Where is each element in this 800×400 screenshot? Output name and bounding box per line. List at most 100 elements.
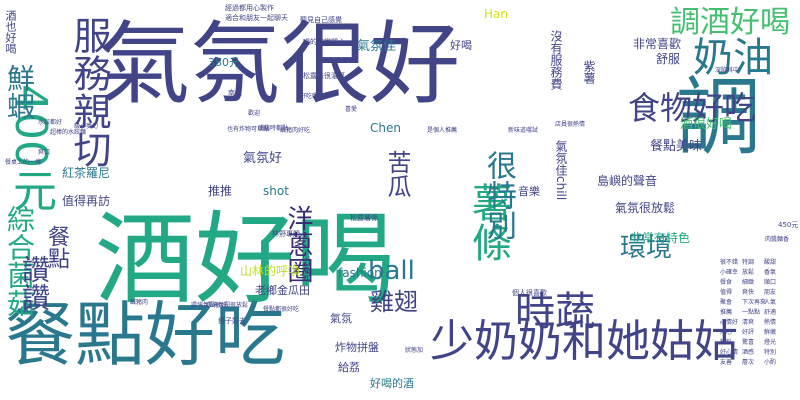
word-106: 人氣 <box>764 299 777 306</box>
word-49: 炸物拼盤 <box>335 341 379 354</box>
word-17: 環境 <box>620 233 673 263</box>
word-64: 新味道嚐試 <box>508 127 539 134</box>
word-42: 380元 <box>208 56 240 69</box>
word-74: 環境氛圍很好 <box>191 302 228 309</box>
word-76: 嘴饞時都點 <box>258 125 289 132</box>
word-72: 環境氛圍很放鬆 <box>206 302 249 309</box>
word-59: 南瓜 <box>228 89 242 97</box>
word-70: 狀態加 <box>405 347 424 354</box>
word-11: 調酒好喝 <box>670 5 790 40</box>
word-107: 舒適 <box>764 309 777 316</box>
word-4: 少奶奶和她姑姑 <box>430 316 738 367</box>
word-22: 酒很好喝 <box>680 117 733 132</box>
word-54: 經過都用心製作 <box>225 4 274 12</box>
word-40: Chen <box>370 121 401 135</box>
word-100: 好評 <box>742 329 755 336</box>
word-115: 好心情 <box>720 349 739 356</box>
word-13: 鮮蝦 <box>3 64 36 120</box>
word-44: 好喝 <box>450 39 472 52</box>
word-102: 酸甜 <box>764 259 777 266</box>
word-63: 店員很熱情 <box>555 121 586 128</box>
word-91: 用心 <box>720 329 733 336</box>
word-96: 爽快 <box>742 289 755 296</box>
word-68: 個人很喜歡 <box>512 289 547 297</box>
word-27: 氣氛佳chill <box>554 140 568 201</box>
word-26: 氣氛很放鬆 <box>615 201 676 215</box>
word-32: 非常喜歡 <box>633 37 682 51</box>
word-67: 松露薯條 <box>350 214 378 222</box>
word-103: 香氣 <box>764 269 777 276</box>
word-66: 林野專題人 <box>272 230 307 238</box>
word-31: 非常有特色 <box>630 231 691 245</box>
word-69: 搭子好去 <box>218 317 246 325</box>
word-51: 酒也好喝 <box>4 10 17 54</box>
word-56: 喝的非常開心 <box>303 38 345 46</box>
word-110: 燈光 <box>764 339 777 346</box>
word-48: 氣氛 <box>330 312 352 325</box>
word-7: 時蔬 <box>515 289 595 335</box>
word-0: 酒好喝 <box>95 201 395 318</box>
word-16: ball <box>368 256 415 286</box>
word-8: 奶油 <box>693 35 773 81</box>
word-97: 下次再來 <box>742 299 767 306</box>
word-23: 餐點美味 <box>650 139 703 154</box>
word-62: 是個人推薦 <box>427 127 458 134</box>
word-15: 讚讚 <box>18 255 51 311</box>
word-1: 氣氛很好 <box>100 12 460 117</box>
word-18: 洋蔥圈 <box>283 205 313 283</box>
word-82: 喜愛 <box>345 106 358 113</box>
word-12: 很特別 <box>481 150 516 240</box>
word-101: 驚喜 <box>742 339 755 346</box>
word-20: 苦瓜 <box>383 150 411 198</box>
word-38: shot <box>263 184 289 198</box>
word-5: 400元 <box>5 84 56 212</box>
word-73: 餐點都很好吃 <box>263 306 300 313</box>
word-14: 綜合菌菇 <box>3 205 36 317</box>
word-81: 好吃喔 <box>300 93 319 100</box>
word-105: 朋友 <box>764 289 777 296</box>
word-39: fashion <box>338 266 382 280</box>
word-29: 山林的呼喚 <box>240 264 301 278</box>
word-111: 特別 <box>764 349 777 356</box>
word-10: 食物好吃 <box>628 89 757 127</box>
word-89: 推薦 <box>720 309 733 316</box>
word-116: 友善 <box>720 359 733 366</box>
word-9: 薯條 <box>465 182 511 262</box>
word-19: 雞翅 <box>370 288 418 316</box>
word-55: 聽見自己感覺 <box>300 16 342 24</box>
word-84: 很不錯 <box>720 259 739 266</box>
word-112: 小酌 <box>764 359 777 366</box>
word-92: 飲料 <box>720 339 733 346</box>
word-78: 超棒的水餃麵 <box>50 129 87 136</box>
word-24: 氣氛佳 <box>357 39 397 54</box>
word-36: 推推 <box>208 184 233 198</box>
word-85: 小確幸 <box>720 269 739 276</box>
word-58: 深陷其中 <box>715 67 740 74</box>
word-35: 值得再訪 <box>62 194 111 208</box>
word-90: 心情好 <box>720 319 739 326</box>
word-114: 層次 <box>742 359 755 366</box>
word-45: 紫薯 <box>582 60 596 84</box>
word-87: 值得 <box>720 289 733 296</box>
word-80: 級小夢幻 <box>74 123 99 130</box>
word-86: 餐食 <box>720 279 733 286</box>
word-2: 調 <box>661 72 760 157</box>
word-75: 水餃都好 <box>38 119 63 126</box>
word-3: 餐點好吃 <box>5 294 285 376</box>
word-57: 松露味很濃厚 <box>303 72 345 80</box>
word-21: 餐點 <box>44 225 69 269</box>
word-28: 島嶼的聲音 <box>597 174 658 188</box>
word-30: 老鄉金瓜田 <box>255 284 310 297</box>
word-94: 放鬆 <box>742 269 755 276</box>
word-108: 熱情 <box>764 319 777 326</box>
word-25: 氣氛好 <box>243 151 283 166</box>
word-109: 鮮嫩 <box>764 329 777 336</box>
word-33: 沒有服務費 <box>549 30 563 90</box>
word-88: 聚會 <box>720 299 733 306</box>
word-98: 一點點 <box>742 309 761 316</box>
word-61: 鹹豬肉好吃 <box>280 127 311 134</box>
word-37: 音樂 <box>518 185 540 198</box>
word-99: 清爽 <box>742 319 755 326</box>
word-52: 450元 <box>778 221 799 229</box>
